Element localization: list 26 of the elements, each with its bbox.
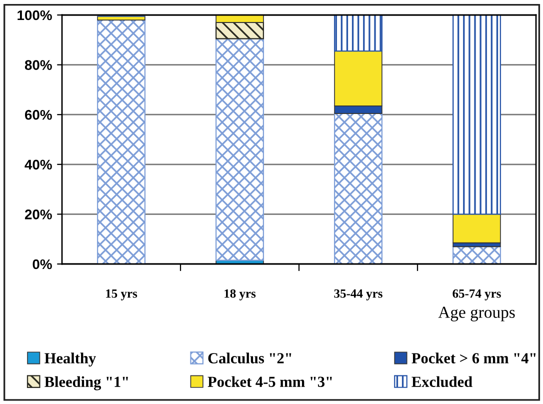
legend-label: Healthy	[44, 352, 96, 367]
legend-label: Excluded	[412, 376, 472, 388]
bar	[216, 15, 264, 23]
bar	[334, 112, 383, 264]
x-tick-label: 65-74 yrs	[452, 289, 501, 300]
bar	[452, 214, 501, 244]
legend-label: Pocket 4-5 mm "3"	[208, 376, 332, 387]
bar	[452, 15, 502, 215]
bar	[215, 22, 264, 40]
y-tick-label: 0%	[32, 259, 52, 270]
x-axis-title: Age groups	[438, 306, 515, 322]
legend-label: Calculus "2"	[208, 352, 292, 364]
x-tick-label: 35-44 yrs	[334, 289, 382, 300]
bar	[96, 19, 146, 264]
bar	[452, 246, 502, 264]
y-tick-label: 20%	[24, 210, 52, 220]
x-tick-label: 15 yrs	[106, 289, 138, 300]
bar	[334, 15, 383, 52]
y-tick-label: 60%	[24, 110, 52, 120]
bar	[215, 38, 264, 261]
y-tick-label: 80%	[24, 60, 52, 70]
y-tick-label: 40%	[24, 160, 52, 170]
x-tick-label: 18 yrs	[224, 289, 256, 300]
legend-label: Bleeding "1"	[44, 376, 128, 390]
legend-label: Pocket > 6 mm "4"	[412, 352, 536, 364]
y-tick-label: 100%	[18, 10, 52, 20]
